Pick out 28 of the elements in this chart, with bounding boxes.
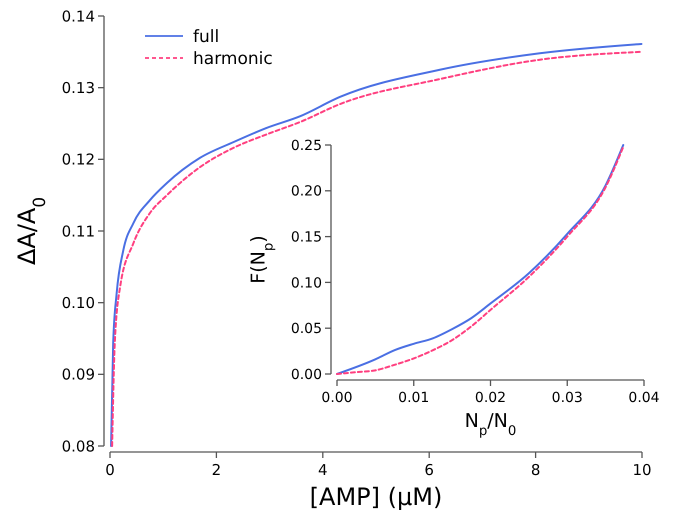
x-tick-label: 0.00 <box>321 390 353 406</box>
y-tick-label: 0.10 <box>62 294 95 312</box>
legend-label: full <box>193 27 220 47</box>
x-tick-label: 8 <box>530 461 540 479</box>
x-tick-label: 0.04 <box>628 390 660 406</box>
x-tick-label: 2 <box>212 461 222 479</box>
y-tick-label: 0.15 <box>290 230 322 246</box>
x-tick-label: 0.03 <box>552 390 583 406</box>
x-axis-title: N$_{p}$/N$_{0}$ <box>464 410 516 438</box>
x-tick-label: 10 <box>632 461 652 479</box>
x-tick-label: 4 <box>318 461 328 479</box>
x-tick-label: 6 <box>424 461 434 479</box>
y-tick-label: 0.20 <box>290 184 322 200</box>
x-tick-label: 0 <box>105 461 115 479</box>
y-tick-label: 0.25 <box>290 138 322 154</box>
x-tick-label: 0.02 <box>474 390 506 406</box>
x-axis-title: [AMP] (μM) <box>310 483 442 511</box>
x-tick-label: 0.01 <box>398 390 430 406</box>
y-tick-label: 0.09 <box>62 366 95 384</box>
y-tick-label: 0.11 <box>62 222 95 240</box>
y-tick-label: 0.10 <box>290 275 322 292</box>
y-tick-label: 0.13 <box>62 78 95 97</box>
y-tick-label: 0.05 <box>290 321 322 338</box>
y-tick-label: 0.00 <box>290 366 322 383</box>
legend-label: harmonic <box>193 49 273 69</box>
y-tick-label: 0.12 <box>62 150 95 169</box>
y-tick-label: 0.14 <box>62 7 95 26</box>
y-tick-label: 0.08 <box>62 437 95 456</box>
